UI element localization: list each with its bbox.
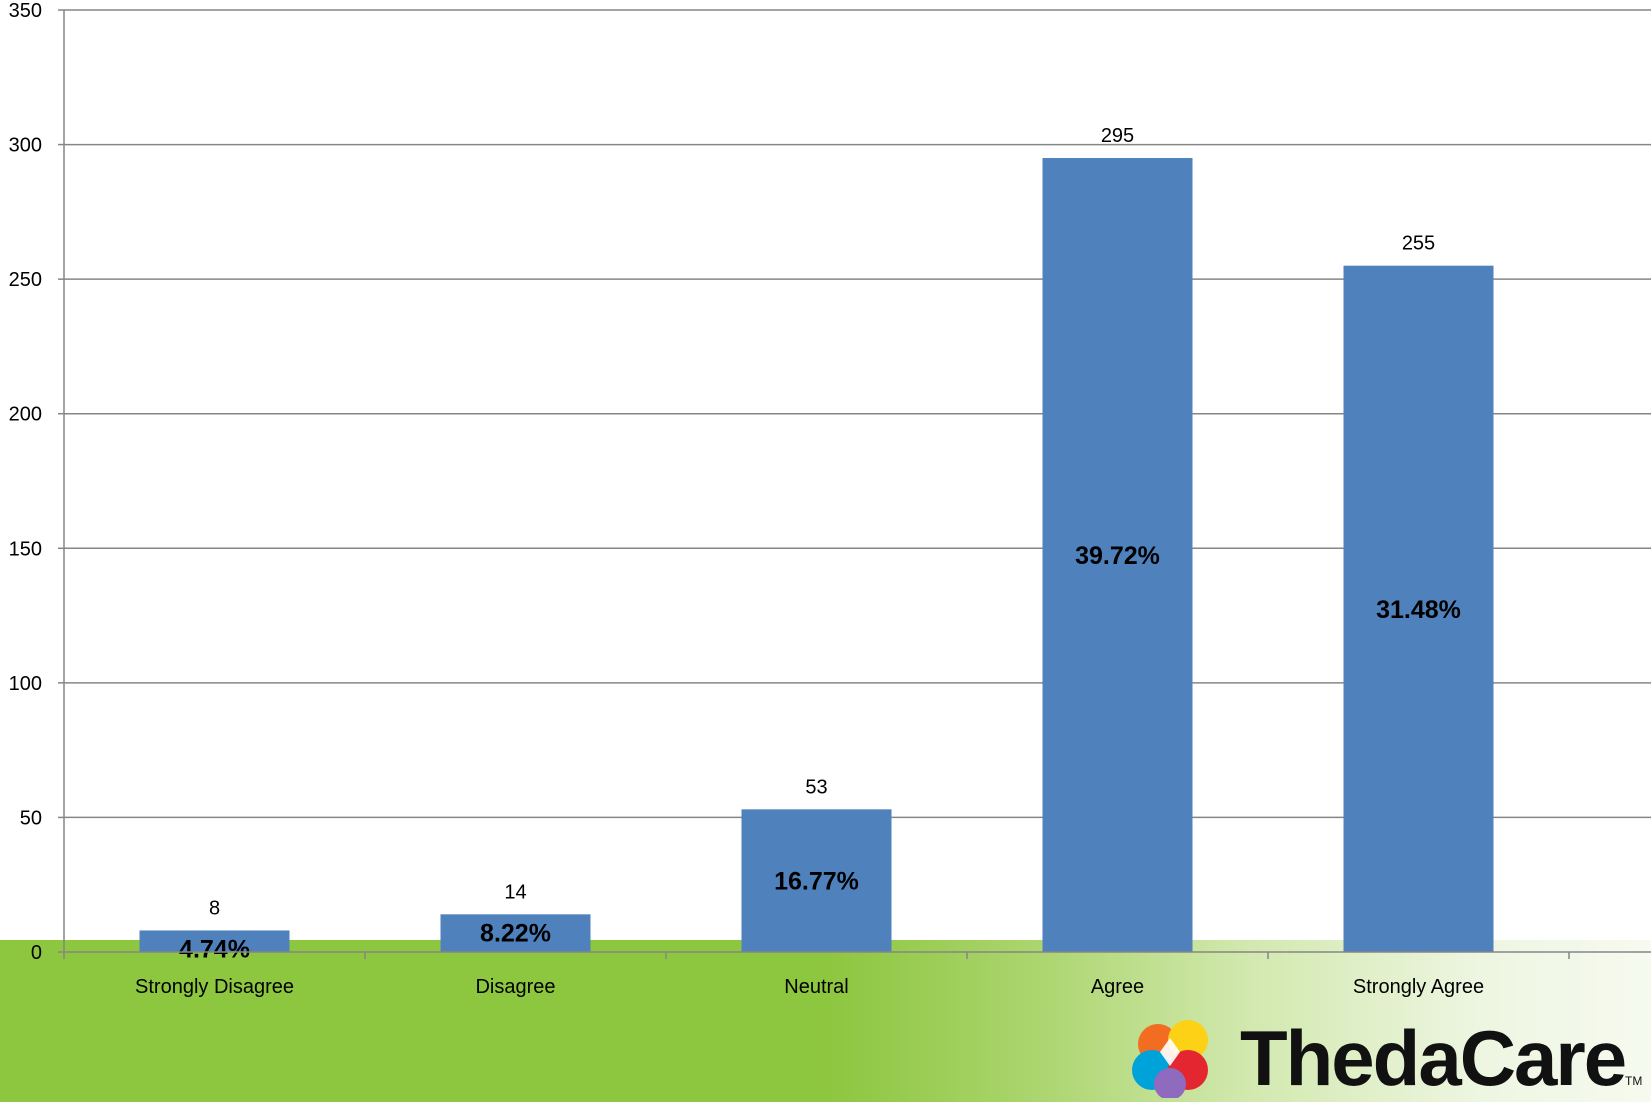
y-tick-label-350: 350 (9, 0, 42, 22)
x-tick-label-0: Strongly Disagree (135, 976, 294, 998)
percent-label-4: 31.48% (1376, 596, 1461, 624)
value-label-2: 53 (805, 776, 827, 798)
percent-label-1: 8.22% (480, 919, 551, 947)
x-tick-label-4: Strongly Agree (1353, 976, 1484, 998)
percent-label-0: 4.74% (179, 935, 250, 963)
percent-label-3: 39.72% (1075, 542, 1160, 570)
footer-band (0, 940, 1651, 1102)
logo-wordmark: ThedaCare (1240, 1014, 1627, 1102)
thedacare-logo: ThedaCare TM (1130, 1014, 1650, 1102)
bar-1 (440, 914, 591, 952)
value-label-3: 295 (1101, 125, 1134, 147)
value-label-0: 8 (209, 897, 220, 919)
y-tick-label-50: 50 (20, 807, 42, 829)
y-tick-label-250: 250 (9, 269, 42, 291)
bar-2 (741, 809, 892, 952)
x-tick-label-3: Agree (1091, 976, 1144, 998)
bar-0 (139, 930, 290, 952)
y-tick-label-100: 100 (9, 673, 42, 695)
value-label-4: 255 (1402, 233, 1435, 255)
y-tick-label-200: 200 (9, 404, 42, 426)
x-tick-label-1: Disagree (475, 976, 555, 998)
bar-4 (1343, 265, 1494, 953)
logo-heart-icon (1132, 1020, 1208, 1100)
logo-trademark: TM (1625, 1074, 1643, 1088)
y-tick-label-300: 300 (9, 135, 42, 157)
y-tick-label-150: 150 (9, 538, 42, 560)
value-label-1: 14 (504, 881, 526, 903)
y-tick-label-0: 0 (31, 942, 42, 964)
x-tick-label-2: Neutral (784, 976, 848, 998)
bar-3 (1042, 158, 1193, 952)
percent-label-2: 16.77% (774, 868, 859, 896)
